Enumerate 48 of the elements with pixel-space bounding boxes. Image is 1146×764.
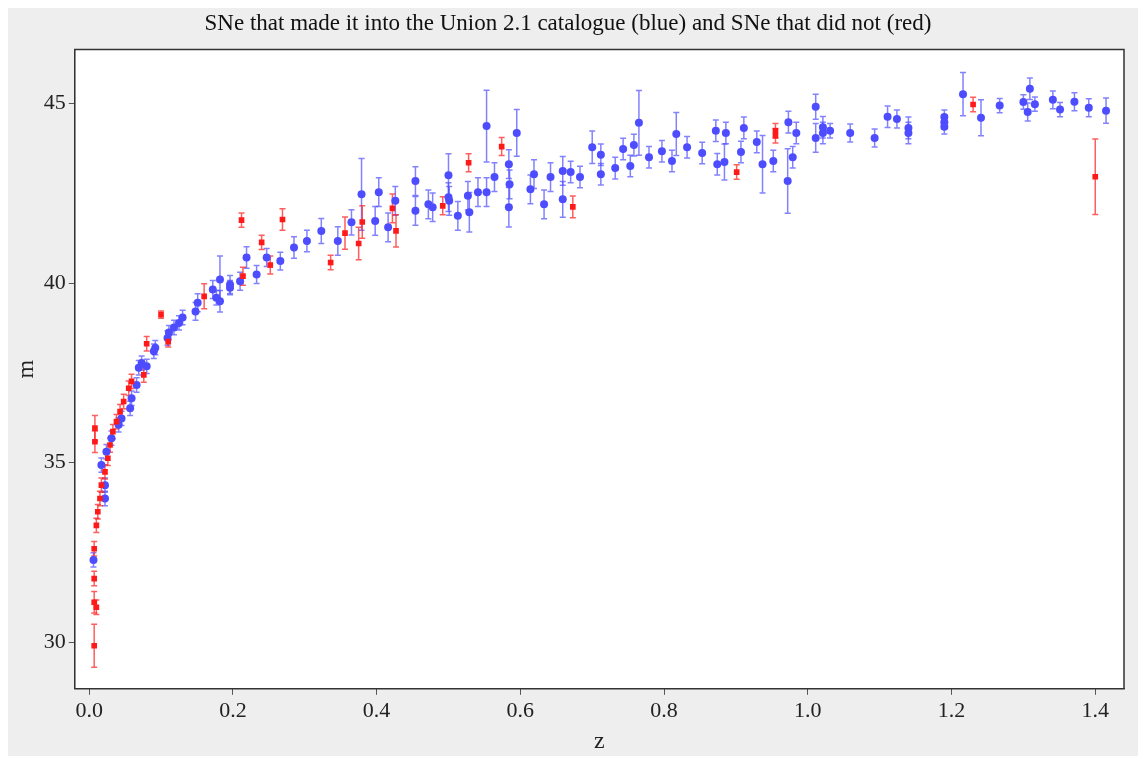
point: [105, 455, 111, 462]
y-tick-label: 30: [43, 627, 66, 653]
x-tick-label: 0.6: [506, 696, 535, 722]
point: [91, 575, 98, 582]
point: [91, 642, 98, 649]
point: [240, 273, 246, 280]
point: [92, 425, 98, 431]
point: [92, 438, 98, 445]
point: [107, 442, 113, 448]
x-tick-label: 1.0: [794, 696, 822, 722]
point: [201, 293, 207, 300]
y-tick-label: 35: [43, 448, 66, 474]
chart-title: SNe that made it into the Union 2.1 catalogue (blue) and SNe that did not (red): [204, 9, 932, 35]
point: [94, 508, 101, 515]
point: [140, 372, 147, 378]
x-axis-title: z: [594, 726, 605, 753]
point: [465, 159, 472, 166]
point: [1092, 173, 1099, 180]
point: [93, 604, 100, 611]
point: [733, 169, 740, 175]
point: [91, 545, 98, 552]
point: [393, 228, 399, 234]
point: [125, 385, 132, 392]
x-tick-label: 1.2: [937, 696, 966, 722]
point: [970, 101, 976, 108]
point: [569, 204, 576, 210]
point: [359, 219, 366, 225]
point: [91, 599, 98, 606]
point: [238, 217, 245, 223]
x-tick-label: 1.4: [1081, 696, 1109, 722]
x-tick-label: 0.8: [650, 696, 678, 722]
point: [117, 408, 123, 415]
point: [98, 482, 105, 489]
point: [342, 230, 348, 236]
point: [439, 202, 446, 209]
point: [143, 340, 150, 347]
point: [389, 205, 396, 212]
x-tick-label: 0.0: [75, 696, 103, 722]
y-axis-title: m: [11, 359, 38, 379]
point: [772, 132, 779, 139]
y-tick-label: 45: [43, 89, 66, 115]
y-tick-label: 40: [43, 268, 66, 294]
point: [267, 262, 274, 268]
x-tick-label: 0.2: [219, 696, 247, 722]
point: [97, 495, 103, 502]
x-tick-label: 0.4: [362, 696, 391, 722]
point: [110, 428, 116, 435]
point: [102, 469, 108, 475]
